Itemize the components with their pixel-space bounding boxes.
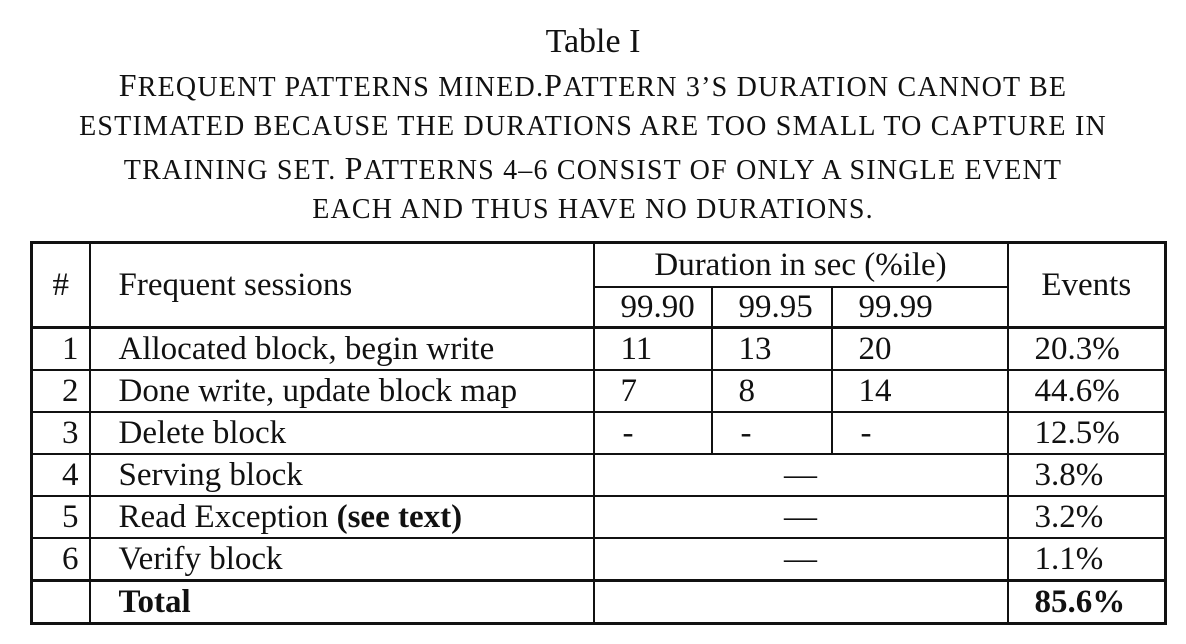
row-session-note: (see text) <box>336 499 463 535</box>
row-number: 2 <box>30 369 91 413</box>
table-row: 5 Read Exception (see text) — 3.2% <box>30 495 1167 539</box>
total-label: Total <box>88 579 595 625</box>
row-duration-99-99: 20 <box>830 326 1009 371</box>
row-duration-99-95: 8 <box>710 369 833 413</box>
total-duration-cell <box>592 579 1009 625</box>
caption-text: ESTIMATED BECAUSE THE DURATIONS ARE TOO … <box>79 111 1107 142</box>
total-row: Total 85.6% <box>30 579 1167 625</box>
caption-cap: P <box>344 150 364 186</box>
frequent-patterns-table: # Frequent sessions Duration in sec (%il… <box>30 241 1168 625</box>
total-events: 85.6% <box>1006 579 1167 625</box>
header-events: Events <box>1006 241 1167 329</box>
caption-line-2: ESTIMATED BECAUSE THE DURATIONS ARE TOO … <box>0 110 1186 144</box>
caption-line-1: FREQUENT PATTERNS MINED.PATTERN 3’S DURA… <box>0 68 1186 105</box>
row-number: 3 <box>30 411 91 455</box>
row-events: 20.3% <box>1006 326 1167 371</box>
caption-text: EACH AND THUS HAVE NO DURATIONS. <box>312 194 874 225</box>
table-row: 4 Serving block — 3.8% <box>30 453 1167 497</box>
row-number: 4 <box>30 453 91 497</box>
table-row: 1 Allocated block, begin write 11 13 20 … <box>30 326 1167 371</box>
row-session: Serving block <box>88 453 595 497</box>
total-number-cell <box>30 579 91 625</box>
row-duration-99-90: 11 <box>592 326 713 371</box>
header-percentile-99-95: 99.95 <box>710 286 833 329</box>
row-number: 5 <box>30 495 91 539</box>
row-duration-99-95: - <box>710 411 833 455</box>
row-duration-merged: — <box>592 453 1009 497</box>
header-number: # <box>30 241 91 329</box>
table-caption-title: Table I <box>545 23 641 60</box>
header-percentile-99-99: 99.99 <box>830 286 1009 329</box>
row-events: 1.1% <box>1006 537 1167 582</box>
row-duration-99-99: - <box>830 411 1009 455</box>
caption-line-4: EACH AND THUS HAVE NO DURATIONS. <box>0 193 1186 227</box>
row-number: 6 <box>30 537 91 582</box>
row-events: 12.5% <box>1006 411 1167 455</box>
caption-text: ATTERNS 4–6 CONSIST OF ONLY A SINGLE EVE… <box>363 155 1063 186</box>
row-events: 3.2% <box>1006 495 1167 539</box>
header-duration: Duration in sec (%ile) <box>592 241 1009 288</box>
caption-text: ATTERN 3’S DURATION CANNOT BE <box>563 72 1068 103</box>
caption-text: TRAINING SET. <box>123 155 345 186</box>
row-duration-99-99: 14 <box>830 369 1009 413</box>
row-duration-99-90: - <box>592 411 713 455</box>
header-percentile-99-90: 99.90 <box>592 286 713 329</box>
row-session: Read Exception (see text) <box>88 495 595 539</box>
row-duration-merged: — <box>592 537 1009 582</box>
row-events: 3.8% <box>1006 453 1167 497</box>
table-row: 2 Done write, update block map 7 8 14 44… <box>30 369 1167 413</box>
row-duration-99-90: 7 <box>592 369 713 413</box>
row-session: Verify block <box>88 537 595 582</box>
row-events: 44.6% <box>1006 369 1167 413</box>
row-session: Allocated block, begin write <box>88 326 595 371</box>
header-frequent-sessions: Frequent sessions <box>88 241 595 329</box>
caption-text: REQUENT PATTERNS MINED. <box>137 72 545 103</box>
row-number: 1 <box>30 326 91 371</box>
table-row: 6 Verify block — 1.1% <box>30 537 1167 582</box>
row-session: Done write, update block map <box>88 369 595 413</box>
caption-line-3: TRAINING SET. PATTERNS 4–6 CONSIST OF ON… <box>0 151 1186 188</box>
table-row: 3 Delete block - - - 12.5% <box>30 411 1167 455</box>
row-session-text: Read Exception <box>118 499 337 535</box>
caption-cap: P <box>544 67 564 103</box>
row-duration-merged: — <box>592 495 1009 539</box>
row-duration-99-95: 13 <box>710 326 833 371</box>
row-session: Delete block <box>88 411 595 455</box>
caption-cap: F <box>118 67 138 103</box>
